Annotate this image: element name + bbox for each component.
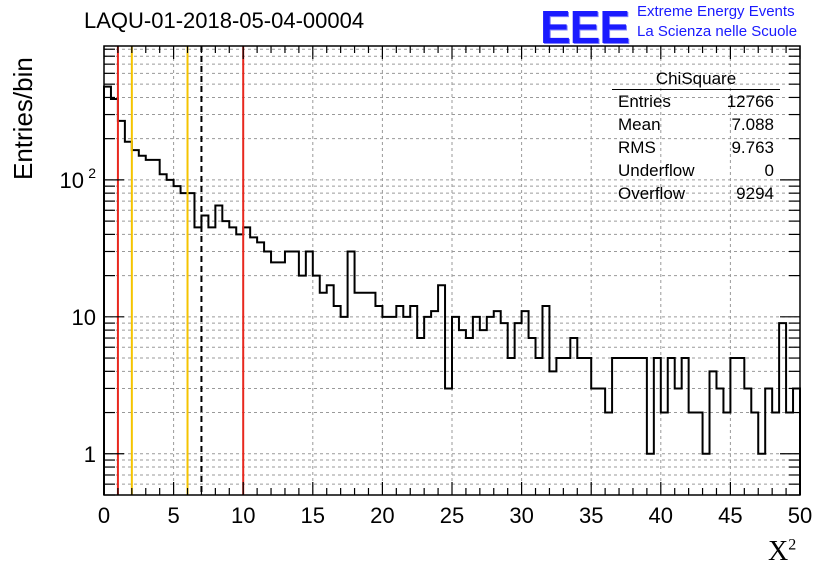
x-tick-label: 0 [98, 503, 110, 528]
y-tick-label: 10 [72, 305, 96, 330]
y-axis-label: Entries/bin [8, 57, 38, 180]
axes-frame-layer [103, 45, 801, 496]
x-tick-label: 25 [440, 503, 464, 528]
stat-row-entries: Entries 12766 [612, 90, 780, 113]
x-tick-label: 30 [509, 503, 533, 528]
stat-row-mean: Mean 7.088 [612, 113, 780, 136]
x-tick-label: 5 [167, 503, 179, 528]
x-tick-label: 20 [370, 503, 394, 528]
logo-line-2: La Scienza nelle Scuole [637, 23, 798, 40]
x-tick-label: 35 [579, 503, 603, 528]
stat-row-underflow: Underflow 0 [612, 159, 780, 182]
stat-value: 9294 [736, 184, 774, 203]
stat-row-rms: RMS 9.763 [612, 136, 780, 159]
x-tick-label: 10 [231, 503, 255, 528]
x-tick-label: 50 [788, 503, 812, 528]
x-axis-label-main: X [768, 536, 789, 567]
stat-value: 9.763 [731, 138, 774, 157]
stat-value: 12766 [726, 92, 774, 111]
stat-value: 7.088 [731, 115, 774, 134]
stat-label: Underflow [618, 161, 695, 180]
stats-title: ChiSquare [612, 68, 780, 90]
stat-row-overflow: Overflow 9294 [612, 182, 780, 205]
stats-box: ChiSquare Entries 12766 Mean 7.088 RMS 9… [612, 68, 780, 205]
x-tick-label: 45 [718, 503, 742, 528]
logo-line-1: Extreme Energy Events [637, 3, 795, 20]
chart-title: LAQU-01-2018-05-04-00004 [84, 8, 365, 33]
stat-label: RMS [618, 138, 656, 157]
y-tick-label: 10 [60, 168, 84, 193]
y-tick-label: 1 [84, 442, 96, 467]
stat-value: 0 [764, 161, 774, 180]
y-tick-label-exponent: 2 [88, 165, 96, 181]
reference-lines-layer [116, 46, 245, 495]
histogram-layer [103, 85, 801, 495]
histogram-outline [103, 85, 801, 495]
x-tick-label: 15 [301, 503, 325, 528]
x-tick-label: 40 [649, 503, 673, 528]
x-axis-label: X2 [768, 536, 796, 568]
x-axis-label-sup: 2 [788, 536, 797, 554]
stat-label: Entries [618, 92, 671, 111]
eee-logo: EEE [540, 1, 630, 53]
stat-label: Overflow [618, 184, 686, 203]
stat-label: Mean [618, 115, 661, 134]
